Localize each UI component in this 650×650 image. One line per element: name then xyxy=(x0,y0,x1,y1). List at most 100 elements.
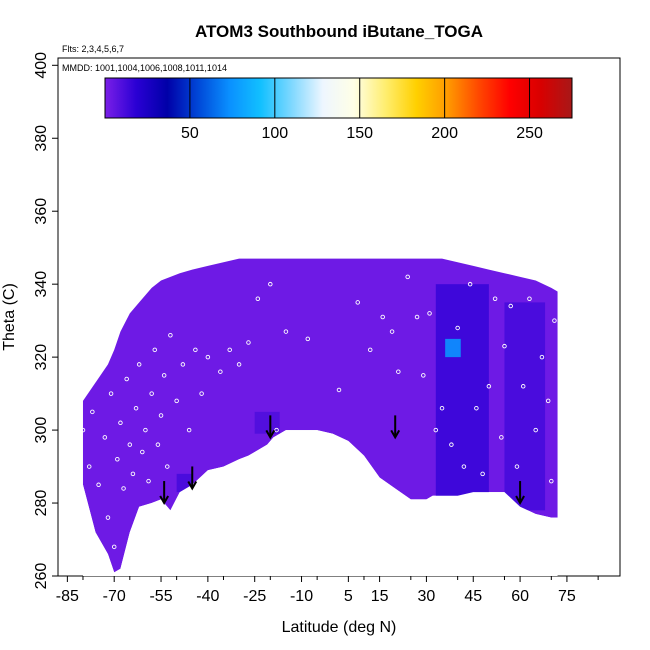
descent-arrow xyxy=(265,415,276,440)
x-tick-label: 15 xyxy=(371,588,389,605)
y-tick-label: 340 xyxy=(33,271,50,298)
sample-point xyxy=(146,478,151,484)
sample-point xyxy=(439,405,445,411)
sample-point xyxy=(492,296,498,302)
sample-point xyxy=(508,303,513,309)
descent-arrow xyxy=(159,481,170,506)
sample-point xyxy=(143,427,148,433)
sample-point xyxy=(552,318,557,323)
sample-point xyxy=(90,409,95,415)
sample-point xyxy=(218,369,223,374)
x-tick-label: -85 xyxy=(56,588,79,605)
x-axis: -85 -70 -55 -40 -25 -10 5 15 30 45 60 75 xyxy=(56,576,599,605)
y-tick-label: 320 xyxy=(33,344,50,371)
curtain-layer xyxy=(82,258,558,576)
x-tick-label: 60 xyxy=(511,588,529,605)
concentration-region-2 xyxy=(504,302,546,511)
arrows-layer xyxy=(159,415,525,506)
concentration-region-3 xyxy=(254,411,280,434)
sample-point xyxy=(405,274,410,280)
sample-point xyxy=(96,482,101,488)
x-tick-label: 30 xyxy=(418,588,436,605)
sample-point xyxy=(283,329,289,334)
x-tick-label: 5 xyxy=(344,588,353,605)
y-axis: 260 280 300 320 340 360 380 400 xyxy=(33,52,58,590)
colorbar-tick-label: 150 xyxy=(346,125,373,142)
concentration-region-1 xyxy=(435,284,489,504)
y-tick-label: 260 xyxy=(33,563,50,590)
sample-point xyxy=(152,347,158,353)
sample-point xyxy=(414,314,420,320)
sample-point xyxy=(433,427,439,433)
sample-point xyxy=(121,486,126,491)
sample-point xyxy=(111,544,117,550)
sample-point xyxy=(467,281,473,287)
sample-point xyxy=(380,314,385,320)
x-axis-label: Latitude (deg N) xyxy=(282,619,397,636)
sample-point xyxy=(527,296,532,302)
sample-point xyxy=(274,427,279,433)
sample-point xyxy=(180,362,186,367)
chart-title: ATOM3 Southbound iButane_TOGA xyxy=(195,22,483,41)
y-tick-label: 400 xyxy=(33,52,50,79)
descent-arrow xyxy=(187,466,198,491)
colorbar-gradient xyxy=(104,77,573,119)
descent-arrow xyxy=(515,481,525,506)
sample-point xyxy=(102,435,108,440)
sample-point xyxy=(268,281,273,287)
sample-point xyxy=(186,427,192,433)
x-tick-label: 45 xyxy=(464,588,482,605)
colorbar-tick-label: 250 xyxy=(516,125,543,142)
sample-point xyxy=(161,373,167,378)
flights-label: Flts: 2,3,4,5,6,7 xyxy=(62,44,124,54)
sample-point xyxy=(115,457,120,462)
sample-point xyxy=(118,420,123,426)
sample-point xyxy=(355,300,360,305)
sample-point xyxy=(367,347,373,353)
sample-point xyxy=(461,464,467,469)
sample-point xyxy=(127,442,133,447)
colorbar-tick-label: 100 xyxy=(261,125,288,142)
sample-point xyxy=(539,354,545,360)
sample-point xyxy=(124,376,129,382)
sample-point xyxy=(155,442,161,447)
sample-point xyxy=(255,296,261,302)
colorbar-tick-label: 200 xyxy=(431,125,458,142)
sample-point xyxy=(199,391,204,396)
sample-point xyxy=(193,347,198,353)
sample-point xyxy=(389,329,395,334)
sample-point xyxy=(236,362,242,367)
sample-point xyxy=(396,369,401,374)
sample-points-layer xyxy=(80,274,557,550)
sample-point xyxy=(486,384,492,389)
sample-point xyxy=(205,354,211,360)
sample-point xyxy=(174,398,179,404)
sample-point xyxy=(545,398,551,404)
sample-point xyxy=(514,464,520,469)
x-tick-label: -70 xyxy=(103,588,126,605)
sample-point xyxy=(449,442,454,447)
y-tick-label: 380 xyxy=(33,125,50,152)
colorbar-tick-label: 50 xyxy=(181,125,199,142)
sample-point xyxy=(480,471,485,477)
sample-point xyxy=(130,471,136,477)
sample-point xyxy=(227,347,232,353)
mmdd-label: MMDD: 1001,1004,1006,1008,1011,1014 xyxy=(62,63,227,73)
x-tick-label: -25 xyxy=(243,588,266,605)
x-tick-label: -10 xyxy=(290,588,313,605)
concentration-region-5 xyxy=(445,338,461,358)
y-tick-label: 300 xyxy=(33,417,50,444)
sample-point xyxy=(133,405,139,411)
sample-point xyxy=(549,478,554,484)
sample-point xyxy=(108,391,114,396)
x-tick-label: -40 xyxy=(196,588,219,605)
x-tick-label: 75 xyxy=(558,588,576,605)
sample-point xyxy=(336,387,342,393)
sample-point xyxy=(246,340,251,345)
sample-point xyxy=(149,391,154,396)
y-tick-label: 280 xyxy=(33,490,50,517)
sample-point xyxy=(533,427,538,433)
sample-point xyxy=(165,464,170,469)
sample-point xyxy=(136,362,142,367)
